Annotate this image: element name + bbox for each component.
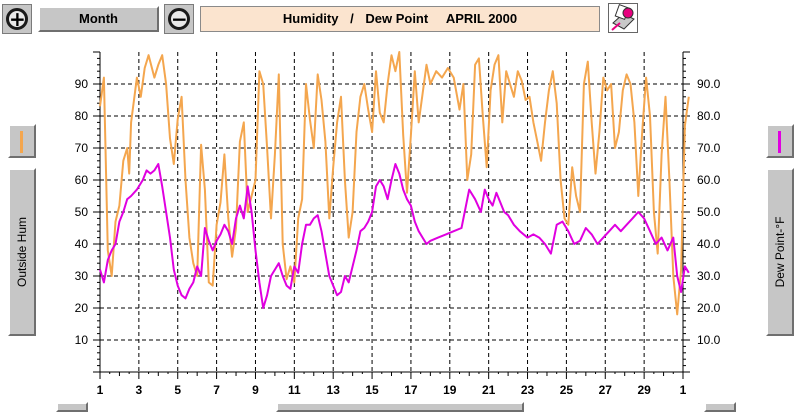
left-axis-tick-label: 40 (75, 237, 89, 251)
title-period: APRIL 2000 (445, 11, 518, 26)
left-axis-tick-label: 90 (75, 77, 89, 91)
zoom-out-button[interactable]: − (164, 4, 194, 34)
left-axis-select-button[interactable]: Outside Hum (8, 168, 36, 336)
x-axis-tick-label: 21 (482, 383, 496, 397)
x-axis-tick-label: 11 (288, 383, 301, 397)
x-axis-tick-label: 15 (365, 383, 379, 397)
right-axis-tick-label: 10.0 (697, 333, 721, 347)
x-axis-tick-label: 7 (213, 383, 220, 397)
humidity-color-swatch (20, 131, 23, 153)
minus-circle-icon: − (168, 8, 190, 30)
plus-circle-icon: + (6, 8, 28, 30)
x-axis-tick-label: 17 (404, 383, 418, 397)
right-axis-tick-label: 40.0 (697, 237, 721, 251)
x-axis-tick-label: 19 (443, 383, 457, 397)
period-button[interactable]: Month (38, 6, 159, 32)
series-line-dew-point (99, 163, 690, 309)
left-series-color-button[interactable] (8, 124, 36, 158)
x-axis-tick-label: 13 (327, 383, 341, 397)
dewpoint-color-swatch (778, 131, 781, 153)
chart-title: Humidity / Dew Point APRIL 2000 (200, 6, 600, 32)
right-axis-tick-label: 30.0 (697, 269, 721, 283)
right-axis-tick-label: 20.0 (697, 301, 721, 315)
chart-tick-labels: 10 20 30 40 50 60 70 80 90 10.0 20.0 30.0 40.0 50.0 60… (75, 77, 721, 397)
chart-series (99, 51, 690, 316)
right-axis-label: Dew Point-°F (773, 216, 787, 288)
left-axis-tick-label: 10 (75, 333, 89, 347)
left-axis-tick-label: 60 (75, 173, 89, 187)
left-axis-tick-label: 80 (75, 109, 89, 123)
x-axis-tick-label: 3 (136, 383, 143, 397)
x-axis-tick-label: 27 (599, 383, 613, 397)
right-axis-tick-label: 90.0 (697, 77, 721, 91)
chart-axes (93, 51, 690, 379)
x-axis-tick-label: 9 (252, 383, 259, 397)
left-axis-tick-label: 70 (75, 141, 89, 155)
x-axis-tick-label: 1 (680, 383, 687, 397)
left-axis-tick-label: 20 (75, 301, 89, 315)
x-axis-tick-label: 23 (521, 383, 535, 397)
chart-grid (100, 52, 684, 372)
title-separator: / (350, 11, 354, 26)
x-axis-tick-label: 1 (97, 383, 104, 397)
zoom-in-button[interactable]: + (2, 4, 32, 34)
print-button[interactable] (608, 3, 638, 33)
scroll-left-button[interactable] (56, 402, 88, 412)
x-axis-tick-label: 29 (637, 383, 651, 397)
right-series-color-button[interactable] (766, 124, 794, 158)
left-axis-tick-label: 50 (75, 205, 89, 219)
title-humidity: Humidity (282, 11, 339, 26)
scroll-right-button[interactable] (704, 402, 736, 412)
x-axis-tick-label: 5 (174, 383, 181, 397)
right-axis-select-button[interactable]: Dew Point-°F (766, 168, 794, 336)
right-axis-tick-label: 80.0 (697, 109, 721, 123)
x-axis-tick-label: 25 (560, 383, 574, 397)
left-axis-label: Outside Hum (15, 216, 29, 288)
right-axis-tick-label: 70.0 (697, 141, 721, 155)
right-axis-tick-label: 50.0 (697, 205, 721, 219)
right-axis-tick-label: 60.0 (697, 173, 721, 187)
left-axis-tick-label: 30 (75, 269, 89, 283)
scroll-thumb[interactable] (276, 402, 524, 412)
title-dew-point: Dew Point (365, 11, 429, 26)
printer-icon (608, 3, 638, 33)
series-line-outside-humidity (99, 51, 690, 316)
